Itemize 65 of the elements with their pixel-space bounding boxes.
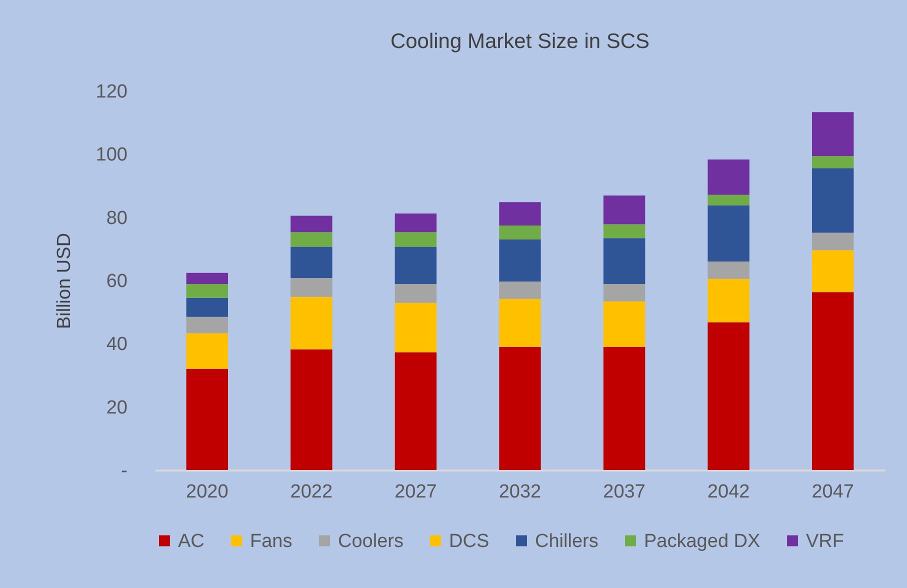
bar [499, 226, 541, 240]
bar [290, 296, 332, 350]
bar [394, 302, 437, 352]
x-tick-label: 2027 [394, 482, 437, 502]
bar [499, 298, 541, 347]
bar [603, 224, 646, 238]
legend-label: VRF [806, 530, 844, 552]
bar [394, 246, 437, 284]
bar [394, 352, 437, 470]
bar [499, 202, 541, 226]
bar [290, 232, 332, 247]
bar [290, 246, 332, 278]
bar [603, 346, 646, 470]
bar [186, 298, 228, 317]
bar [708, 205, 750, 262]
y-axis-title: Billion USD [54, 232, 75, 330]
bar [708, 278, 750, 322]
x-tick-label: 2020 [186, 482, 228, 502]
bar [708, 160, 750, 195]
legend-label: Chillers [535, 530, 598, 552]
bar [290, 278, 332, 297]
bar [812, 156, 854, 168]
bar [290, 216, 332, 232]
y-tick-label: - [121, 460, 128, 482]
bar [812, 232, 854, 250]
y-tick-label: 20 [106, 397, 128, 418]
bar [186, 284, 228, 298]
bar [186, 272, 228, 284]
bar [708, 194, 750, 206]
bar [812, 292, 854, 470]
bar [603, 196, 646, 224]
legend-label: Fans [250, 530, 292, 552]
x-tick-label: 2032 [498, 482, 542, 502]
bar [394, 284, 437, 303]
bar [290, 349, 332, 470]
x-tick-label: 2042 [707, 482, 750, 502]
bar [499, 239, 541, 282]
bar [708, 262, 750, 279]
bar [812, 168, 854, 233]
bar [186, 333, 228, 369]
bar [812, 112, 854, 156]
bar [394, 214, 437, 232]
bar [603, 301, 646, 347]
bar [186, 368, 228, 470]
bar [603, 238, 646, 284]
legend-label: Coolers [338, 530, 404, 552]
x-tick-label: 2022 [290, 482, 333, 502]
x-tick-label: 2037 [603, 482, 646, 502]
y-tick-label: 60 [106, 271, 128, 292]
chart-title: Cooling Market Size in SCS [390, 30, 650, 53]
y-tick-label: 100 [96, 144, 128, 166]
bar [186, 316, 228, 334]
bar [603, 284, 646, 302]
y-tick-label: 120 [96, 82, 128, 102]
bar [499, 281, 541, 299]
legend-label: AC [178, 530, 204, 552]
y-tick-label: 80 [106, 208, 128, 229]
y-tick-label: 40 [106, 334, 128, 356]
bar [708, 322, 750, 470]
legend-label: DCS [449, 530, 490, 552]
bar [499, 346, 541, 470]
legend-label: Packaged DX [644, 530, 761, 552]
bar [394, 232, 437, 247]
bar [812, 250, 854, 292]
x-tick-label: 2047 [812, 482, 854, 502]
